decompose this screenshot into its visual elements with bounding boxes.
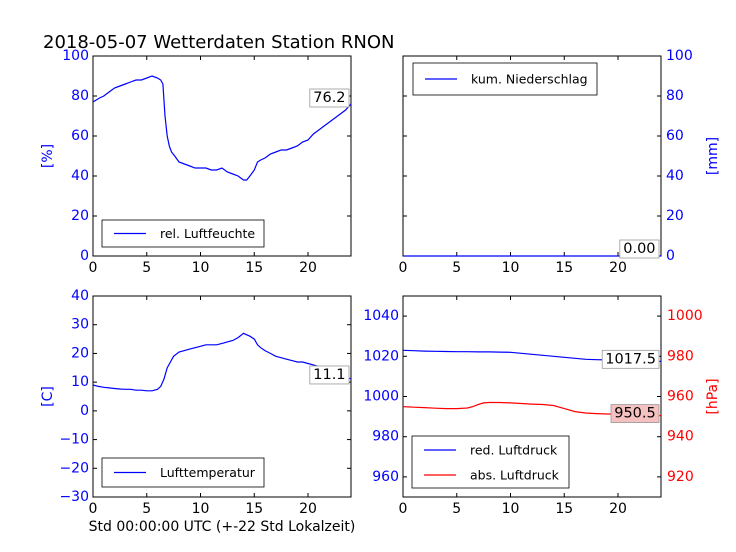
x-tick-label: 0	[89, 501, 98, 517]
y-tick-label: 40	[71, 168, 89, 184]
y-tick-label: 0	[80, 403, 89, 419]
x-tick-label: 10	[192, 260, 210, 276]
x-tick-label: 5	[142, 501, 151, 517]
y-axis-label: [C]	[40, 386, 56, 407]
y-tick-label: 0	[666, 248, 675, 264]
legend-entry: red. Luftdruck	[470, 443, 558, 458]
last-value-label-box	[309, 365, 350, 385]
last-value-label-red-pressure: 1017.5	[605, 351, 656, 367]
x-tick-label: 10	[502, 260, 520, 276]
x-tick-label: 15	[245, 260, 263, 276]
x-axis-label: Std 00:00:00 UTC (+-22 Std Lokalzeit)	[89, 519, 356, 535]
series-line	[92, 332, 352, 392]
y-tick-label: 0	[80, 248, 89, 264]
y2-tick-label: 1000	[667, 308, 703, 324]
last-value-label: 0.00	[623, 241, 655, 257]
y-tick-label: −30	[59, 489, 89, 505]
y-tick-label: −20	[59, 460, 89, 476]
last-value-label-box	[309, 88, 350, 108]
x-tick-label: 15	[245, 501, 263, 517]
y-tick-label: 40	[71, 288, 89, 304]
x-tick-label: 5	[142, 260, 151, 276]
x-tick-label: 20	[609, 260, 627, 276]
y2-tick-label: 920	[667, 469, 694, 485]
series-line	[92, 75, 352, 181]
last-value-label-red-pressure-box	[601, 349, 660, 369]
plot-frame-1	[92, 55, 352, 257]
y-tick-label: 60	[71, 128, 89, 144]
plot-frame-3	[92, 295, 352, 498]
x-tick-label: 0	[399, 501, 408, 517]
y-axis-label: [hPa]	[705, 378, 721, 414]
y-axis-label: [mm]	[705, 137, 721, 175]
x-tick-label: 20	[299, 260, 317, 276]
last-value-label: 11.1	[313, 367, 345, 383]
y2-tick-label: 940	[667, 429, 694, 445]
y-tick-label: 10	[71, 374, 89, 390]
x-tick-label: 10	[502, 501, 520, 517]
x-tick-label: 5	[452, 260, 461, 276]
x-tick-label: 15	[555, 260, 573, 276]
y-tick-label: 1000	[363, 389, 399, 405]
y2-tick-label: 980	[667, 348, 694, 364]
chart-title: 2018-05-07 Wetterdaten Station RNON	[43, 32, 394, 53]
y-tick-label: 20	[71, 208, 89, 224]
y-tick-label: 100	[62, 48, 89, 64]
y2-tick-label: 960	[667, 389, 694, 405]
legend-entry: rel. Luftfeuchte	[160, 226, 255, 241]
last-value-label-box	[619, 239, 660, 259]
last-value-label: 76.2	[313, 90, 345, 106]
y-tick-label: 40	[666, 168, 684, 184]
x-tick-label: 5	[452, 501, 461, 517]
y-tick-label: 100	[666, 48, 693, 64]
y-tick-label: 960	[372, 469, 399, 485]
x-tick-label: 0	[399, 260, 408, 276]
last-value-label-abs-pressure: 950.5	[614, 406, 656, 422]
y-tick-label: 20	[666, 208, 684, 224]
x-tick-label: 15	[555, 501, 573, 517]
y-tick-label: 60	[666, 128, 684, 144]
y-tick-label: 980	[372, 429, 399, 445]
y-tick-label: 80	[71, 88, 89, 104]
legend-entry: Lufttemperatur	[160, 465, 256, 480]
legend-box	[411, 435, 570, 489]
y-tick-label: 80	[666, 88, 684, 104]
last-value-label-abs-pressure-box	[610, 404, 660, 423]
y-tick-label: 30	[71, 317, 89, 333]
y-tick-label: 1040	[363, 308, 399, 324]
y-axis-label: [%]	[40, 144, 56, 168]
y-tick-label: 20	[71, 345, 89, 361]
x-tick-label: 0	[89, 260, 98, 276]
x-tick-label: 20	[299, 501, 317, 517]
x-tick-label: 20	[609, 501, 627, 517]
legend-entry: abs. Luftdruck	[470, 468, 560, 483]
y-tick-label: 1020	[363, 348, 399, 364]
legend-entry: kum. Niederschlag	[471, 72, 588, 87]
x-tick-label: 10	[192, 501, 210, 517]
y-tick-label: −10	[59, 432, 89, 448]
